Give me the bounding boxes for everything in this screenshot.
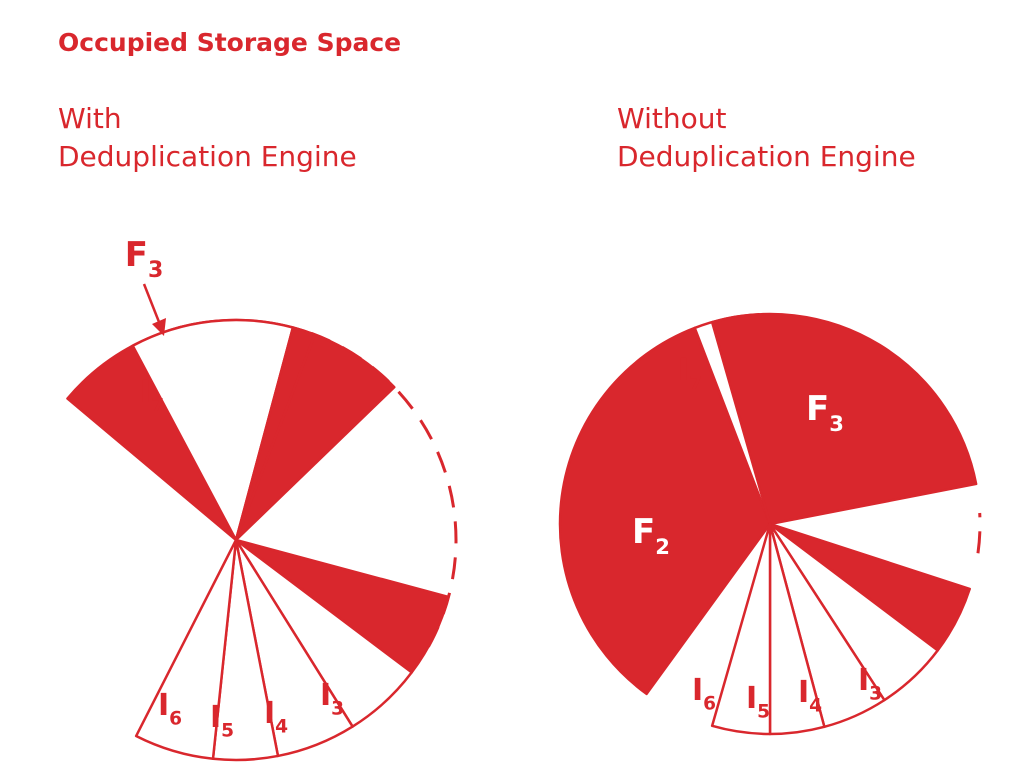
right-caption-line1: Without: [617, 102, 727, 135]
callout-arrow-line: [142, 283, 161, 323]
left-chart-label-i2-letter: I: [360, 641, 371, 676]
right-chart-caption: Without Deduplication Engine: [617, 100, 916, 176]
left-chart-label-f2-letter: F: [97, 534, 120, 574]
left-chart-label-i5: I5: [210, 700, 234, 742]
right-chart-label-i6: I6: [692, 673, 716, 715]
left-chart-segment-i7: [131, 318, 295, 542]
callout-arrow-icon: [152, 318, 166, 336]
right-chart-label-i2-subscript: 2: [907, 644, 920, 665]
right-chart-label-i6-letter: I: [692, 673, 703, 708]
left-callout-letter: F: [125, 235, 148, 275]
right-chart-label-i3: I3: [858, 663, 882, 705]
left-chart-label-i4-subscript: 4: [275, 717, 288, 738]
left-chart-label-i7-letter: I: [140, 375, 151, 410]
right-chart-label-i4-letter: I: [798, 675, 809, 710]
right-chart-label-i4-subscript: 4: [809, 696, 822, 717]
left-chart-label-i7: I7: [140, 375, 164, 417]
right-chart-label-i5-subscript: 5: [757, 702, 770, 723]
left-chart-label-i3-subscript: 3: [331, 699, 344, 720]
left-chart-label-i2-subscript: 2: [371, 662, 384, 683]
right-chart-label-f3-letter: F: [806, 389, 829, 429]
right-chart-segment-i6: [710, 522, 772, 736]
left-chart-label-i2: I2: [360, 641, 384, 683]
left-chart-label-i4: I4: [264, 696, 288, 738]
left-chart-segment-f3: [234, 326, 317, 542]
left-chart-label-i3: I3: [320, 678, 344, 720]
right-chart-label-i7: I7: [678, 353, 702, 395]
right-chart-label-f2: F2: [632, 512, 670, 559]
right-caption-line2: Deduplication Engine: [617, 140, 916, 173]
left-caption-line2: Deduplication Engine: [58, 140, 357, 173]
left-chart-label-i3-letter: I: [320, 678, 331, 713]
right-chart-label-i6-subscript: 6: [703, 694, 716, 715]
right-chart-label-i3-letter: I: [858, 663, 869, 698]
right-chart-label-i7-letter: I: [678, 353, 689, 388]
left-chart-label-i6: I6: [158, 688, 182, 730]
right-chart-label-i5: I5: [746, 681, 770, 723]
right-chart-label-f3: F3: [806, 389, 844, 436]
left-callout-subscript: 3: [148, 258, 163, 283]
right-chart-label-f2-subscript: 2: [655, 534, 670, 559]
left-chart-label-i5-letter: I: [210, 700, 221, 735]
page-title: Occupied Storage Space: [58, 28, 402, 57]
right-chart-segment-f3: [710, 312, 978, 526]
right-chart-label-i2: I2: [896, 623, 920, 665]
left-chart-label-i5-subscript: 5: [221, 721, 234, 742]
right-chart-segment-f2: [558, 326, 772, 696]
left-callout-label: F3: [125, 235, 164, 283]
right-chart-label-i5-letter: I: [746, 681, 757, 716]
left-chart-label-i6-subscript: 6: [169, 709, 182, 730]
right-chart-label-f2-letter: F: [632, 512, 655, 552]
left-chart-label-i6-letter: I: [158, 688, 169, 723]
left-chart-label-i4-letter: I: [264, 696, 275, 731]
right-chart-dashed-outline: [976, 512, 982, 554]
left-chart-label-f2-subscript: 2: [120, 556, 135, 581]
left-caption-line1: With: [58, 102, 122, 135]
right-chart-label-i4: I4: [798, 675, 822, 717]
right-chart-label-i2-letter: I: [896, 623, 907, 658]
left-chart-label-f2: F2: [97, 534, 135, 581]
right-chart-label-i7-subscript: 7: [689, 374, 702, 395]
right-chart-label-f3-subscript: 3: [829, 411, 844, 436]
right-chart-label-i3-subscript: 3: [869, 684, 882, 705]
left-chart-caption: With Deduplication Engine: [58, 100, 357, 176]
left-chart-label-i7-subscript: 7: [151, 396, 164, 417]
left-chart-segment-i6: [134, 538, 238, 761]
